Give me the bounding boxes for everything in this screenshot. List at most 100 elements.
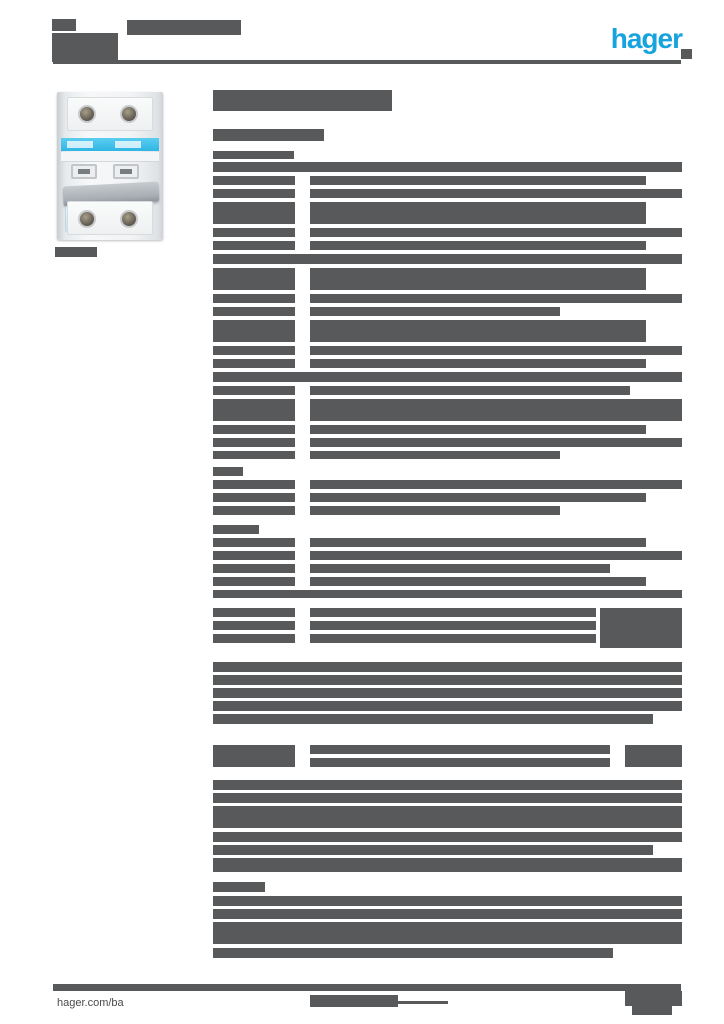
redacted-bar	[213, 793, 682, 803]
redacted-bar	[213, 564, 295, 573]
redacted-bar	[213, 268, 295, 290]
redacted-bar	[310, 538, 646, 547]
redacted-bar	[310, 359, 646, 368]
product-image	[57, 92, 163, 240]
footer-page-block	[625, 991, 682, 1006]
redacted-bar	[213, 307, 295, 316]
redacted-bar	[213, 254, 682, 264]
redacted-bar	[310, 320, 646, 342]
redacted-bar	[213, 228, 295, 237]
right-value-block	[625, 745, 682, 767]
section-header-bar	[213, 525, 259, 534]
redacted-bar	[310, 399, 682, 421]
section-header-bar	[213, 467, 243, 476]
redacted-bar	[213, 780, 682, 790]
redacted-bar	[310, 307, 560, 316]
redacted-bar	[310, 294, 682, 303]
redacted-bar	[213, 551, 295, 560]
redacted-bar	[213, 922, 682, 944]
redacted-bar	[213, 451, 295, 459]
band-label	[115, 141, 141, 148]
redacted-bar	[213, 506, 295, 515]
screw-icon	[120, 210, 138, 228]
screw-icon	[78, 210, 96, 228]
redacted-bar	[213, 845, 653, 855]
redacted-bar	[310, 577, 646, 586]
redacted-bar	[213, 745, 295, 767]
header-small-block	[681, 49, 692, 59]
redacted-bar	[310, 634, 596, 643]
redacted-bar	[213, 806, 682, 828]
page-title-bar	[213, 90, 392, 111]
redacted-bar	[213, 372, 682, 382]
redacted-bar	[213, 701, 682, 711]
redacted-bar	[310, 745, 610, 754]
redacted-bar	[213, 438, 295, 447]
footer-page-block	[632, 1006, 672, 1015]
redacted-bar	[213, 386, 295, 395]
section-header-bar	[213, 882, 265, 892]
redacted-bar	[310, 228, 682, 237]
redacted-bar	[213, 162, 682, 172]
right-value-block	[600, 608, 682, 648]
redacted-bar	[310, 551, 682, 560]
redacted-bar	[310, 189, 682, 198]
redacted-bar	[213, 948, 613, 958]
redacted-bar	[213, 241, 295, 250]
redacted-bar	[310, 451, 560, 459]
redacted-bar	[213, 320, 295, 342]
redacted-bar	[213, 621, 295, 630]
footer-rule	[53, 984, 681, 991]
redacted-bar	[310, 480, 682, 489]
redacted-bar	[213, 346, 295, 355]
redacted-bar	[213, 493, 295, 502]
redacted-bar	[213, 577, 295, 586]
redacted-bar	[310, 758, 610, 767]
hager-logo: hager	[610, 23, 683, 54]
header-rule	[53, 60, 681, 64]
indicator-window	[113, 164, 139, 179]
redacted-bar	[213, 858, 682, 872]
header-logo-block	[52, 33, 118, 62]
page-subtitle-bar	[213, 129, 324, 141]
breaker-brand-band	[61, 138, 159, 151]
footer-url[interactable]: hager.com/ba	[57, 997, 124, 1009]
section-header-bar	[213, 151, 294, 159]
redacted-bar	[213, 608, 295, 617]
breaker-top-terminals	[67, 97, 153, 131]
redacted-bar	[213, 425, 295, 434]
indicator-window	[71, 164, 97, 179]
redacted-bar	[213, 714, 653, 724]
footer-center-bar	[310, 995, 398, 1007]
redacted-bar	[213, 634, 295, 643]
redacted-bar	[213, 480, 295, 489]
header-title-bar	[127, 20, 241, 35]
redacted-bar	[310, 438, 682, 447]
redacted-bar	[213, 359, 295, 368]
redacted-bar	[310, 346, 682, 355]
redacted-bar	[213, 202, 295, 224]
footer-center-bar	[398, 1001, 448, 1004]
breaker-rating-print	[61, 152, 159, 162]
redacted-bar	[310, 621, 596, 630]
header-title-bar	[52, 19, 76, 31]
screw-icon	[78, 105, 96, 123]
redacted-bar	[213, 189, 295, 198]
band-label	[67, 141, 93, 148]
redacted-bar	[213, 590, 682, 598]
product-caption-bar	[55, 247, 97, 257]
redacted-bar	[310, 176, 646, 185]
redacted-bar	[213, 294, 295, 303]
redacted-bar	[213, 662, 682, 672]
redacted-bar	[310, 564, 610, 573]
redacted-bar	[310, 425, 646, 434]
redacted-bar	[213, 176, 295, 185]
redacted-bar	[213, 909, 682, 919]
redacted-bar	[310, 493, 646, 502]
redacted-bar	[310, 608, 596, 617]
breaker-bottom-terminals	[67, 201, 153, 235]
redacted-bar	[310, 241, 646, 250]
redacted-bar	[213, 832, 682, 842]
redacted-bar	[310, 268, 646, 290]
